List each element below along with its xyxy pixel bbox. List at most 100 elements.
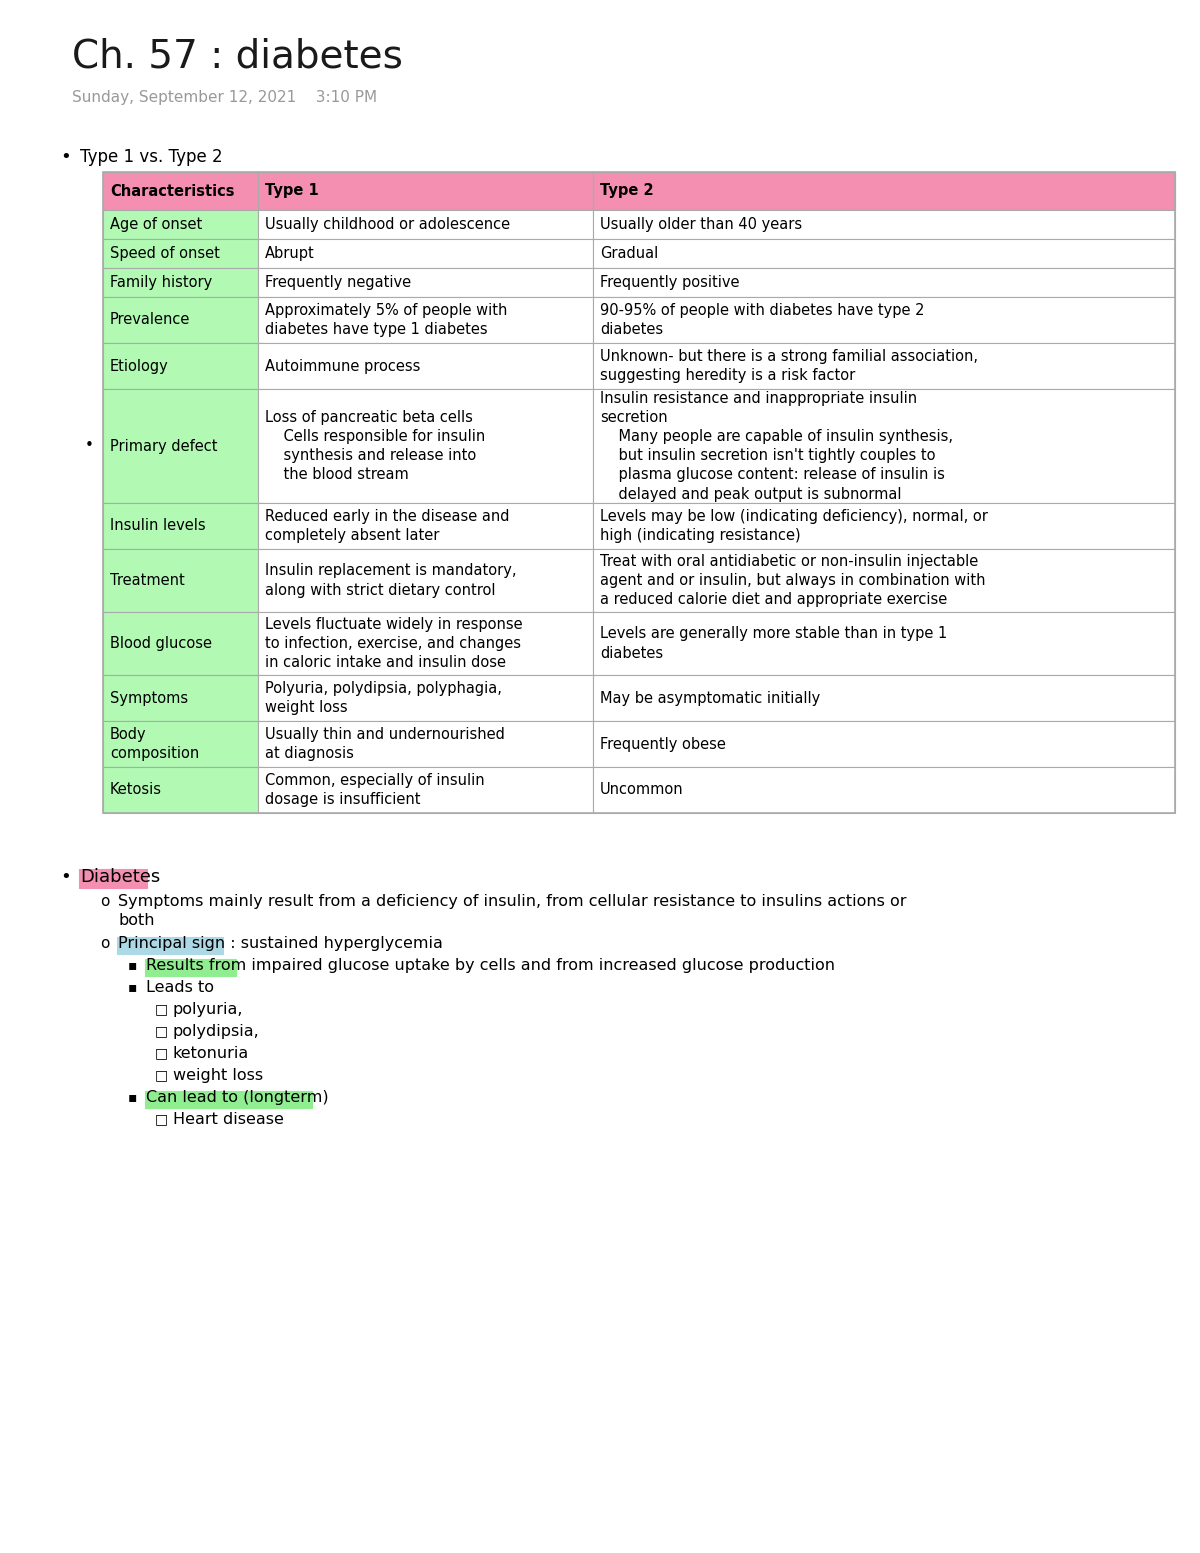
Bar [258, 210, 593, 239]
Bar [103, 612, 258, 676]
Text: Insulin resistance and inappropriate insulin
secretion
    Many people are capab: Insulin resistance and inappropriate ins… [600, 390, 953, 502]
Bar [593, 297, 1175, 343]
Text: Frequently obese: Frequently obese [600, 736, 726, 752]
Text: Blood glucose: Blood glucose [110, 637, 212, 651]
Bar [103, 297, 258, 343]
Text: Levels are generally more stable than in type 1
diabetes: Levels are generally more stable than in… [600, 626, 947, 660]
Text: Diabetes: Diabetes [80, 868, 161, 887]
Text: □: □ [155, 1068, 168, 1082]
Bar [103, 503, 258, 550]
Text: •: • [60, 148, 71, 166]
Bar [258, 343, 593, 388]
Text: Speed of onset: Speed of onset [110, 245, 220, 261]
Text: Common, especially of insulin
dosage is insufficient: Common, especially of insulin dosage is … [265, 773, 485, 808]
Bar [79, 870, 148, 888]
Text: Ketosis: Ketosis [110, 783, 162, 798]
Bar [258, 503, 593, 550]
Text: Symptoms mainly result from a deficiency of insulin, from cellular resistance to: Symptoms mainly result from a deficiency… [118, 895, 906, 929]
Text: Levels fluctuate widely in response
to infection, exercise, and changes
in calor: Levels fluctuate widely in response to i… [265, 617, 523, 671]
Bar [145, 1092, 312, 1107]
Bar [593, 721, 1175, 767]
Text: Reduced early in the disease and
completely absent later: Reduced early in the disease and complet… [265, 509, 510, 544]
Text: ▪: ▪ [128, 958, 137, 972]
Text: •: • [60, 868, 71, 887]
Text: Etiology: Etiology [110, 359, 169, 374]
Text: Sunday, September 12, 2021    3:10 PM: Sunday, September 12, 2021 3:10 PM [72, 90, 377, 106]
Bar [593, 269, 1175, 297]
Bar [593, 503, 1175, 550]
Text: Ch. 57 : diabetes: Ch. 57 : diabetes [72, 37, 403, 76]
Text: Usually childhood or adolescence: Usually childhood or adolescence [265, 217, 510, 231]
Bar [258, 172, 593, 210]
Text: □: □ [155, 1002, 168, 1016]
Bar [258, 388, 593, 503]
Bar [593, 172, 1175, 210]
Bar [103, 172, 258, 210]
Bar [258, 767, 593, 814]
Bar [258, 676, 593, 721]
Text: Treatment: Treatment [110, 573, 185, 589]
Text: May be asymptomatic initially: May be asymptomatic initially [600, 691, 821, 705]
Text: Can lead to (longterm): Can lead to (longterm) [146, 1090, 329, 1106]
Text: Usually older than 40 years: Usually older than 40 years [600, 217, 802, 231]
Bar [118, 936, 223, 954]
Text: weight loss: weight loss [173, 1068, 263, 1082]
Text: Type 1: Type 1 [265, 183, 319, 199]
Bar [258, 239, 593, 269]
Text: Age of onset: Age of onset [110, 217, 203, 231]
Text: Primary defect: Primary defect [110, 438, 217, 453]
Text: polydipsia,: polydipsia, [173, 1023, 259, 1039]
Text: Heart disease: Heart disease [173, 1112, 284, 1127]
Text: □: □ [155, 1023, 168, 1037]
Bar [103, 172, 1175, 814]
Text: Leads to: Leads to [146, 980, 214, 995]
Text: Treat with oral antidiabetic or non-insulin injectable
agent and or insulin, but: Treat with oral antidiabetic or non-insu… [600, 554, 985, 607]
Text: Type 1 vs. Type 2: Type 1 vs. Type 2 [80, 148, 223, 166]
Bar [593, 612, 1175, 676]
Text: o: o [100, 895, 109, 909]
Text: polyuria,: polyuria, [173, 1002, 244, 1017]
Bar [593, 550, 1175, 612]
Text: o: o [100, 936, 109, 950]
Text: Symptoms: Symptoms [110, 691, 188, 705]
Text: Levels may be low (indicating deficiency), normal, or
high (indicating resistanc: Levels may be low (indicating deficiency… [600, 509, 988, 544]
Text: Prevalence: Prevalence [110, 312, 191, 328]
Text: Gradual: Gradual [600, 245, 659, 261]
Bar [103, 676, 258, 721]
Bar [103, 210, 258, 239]
Text: Type 2: Type 2 [600, 183, 654, 199]
Bar [258, 269, 593, 297]
Bar [145, 960, 236, 975]
Text: ketonuria: ketonuria [173, 1047, 250, 1061]
Bar [103, 388, 258, 503]
Text: Insulin levels: Insulin levels [110, 519, 205, 534]
Text: 90-95% of people with diabetes have type 2
diabetes: 90-95% of people with diabetes have type… [600, 303, 924, 337]
Bar [258, 550, 593, 612]
Text: Results from impaired glucose uptake by cells and from increased glucose product: Results from impaired glucose uptake by … [146, 958, 835, 974]
Text: Usually thin and undernourished
at diagnosis: Usually thin and undernourished at diagn… [265, 727, 505, 761]
Text: Uncommon: Uncommon [600, 783, 684, 798]
Text: Loss of pancreatic beta cells
    Cells responsible for insulin
    synthesis an: Loss of pancreatic beta cells Cells resp… [265, 410, 485, 483]
Text: Insulin replacement is mandatory,
along with strict dietary control: Insulin replacement is mandatory, along … [265, 564, 516, 598]
Bar [258, 721, 593, 767]
Bar [103, 767, 258, 814]
Text: Abrupt: Abrupt [265, 245, 314, 261]
Text: ▪: ▪ [128, 980, 137, 994]
Text: Family history: Family history [110, 275, 212, 290]
Bar [103, 239, 258, 269]
Bar [103, 269, 258, 297]
Bar [593, 388, 1175, 503]
Bar [103, 721, 258, 767]
Bar [593, 210, 1175, 239]
Bar [103, 343, 258, 388]
Bar [258, 297, 593, 343]
Text: Characteristics: Characteristics [110, 183, 234, 199]
Text: Approximately 5% of people with
diabetes have type 1 diabetes: Approximately 5% of people with diabetes… [265, 303, 508, 337]
Text: Body
composition: Body composition [110, 727, 199, 761]
Text: □: □ [155, 1047, 168, 1061]
Text: □: □ [155, 1112, 168, 1126]
Bar [593, 676, 1175, 721]
Bar [593, 239, 1175, 269]
Bar [593, 343, 1175, 388]
Bar [593, 767, 1175, 814]
